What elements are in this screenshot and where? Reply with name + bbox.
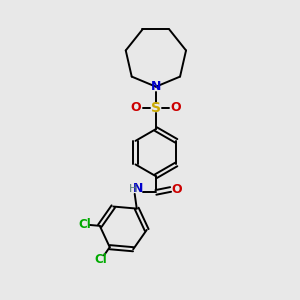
- Text: N: N: [132, 182, 143, 195]
- Text: Cl: Cl: [78, 218, 91, 231]
- Text: H: H: [129, 184, 137, 194]
- Text: O: O: [131, 101, 142, 114]
- Text: N: N: [151, 80, 161, 93]
- Text: S: S: [151, 101, 161, 115]
- Text: Cl: Cl: [94, 253, 107, 266]
- Text: O: O: [171, 183, 182, 196]
- Text: O: O: [170, 101, 181, 114]
